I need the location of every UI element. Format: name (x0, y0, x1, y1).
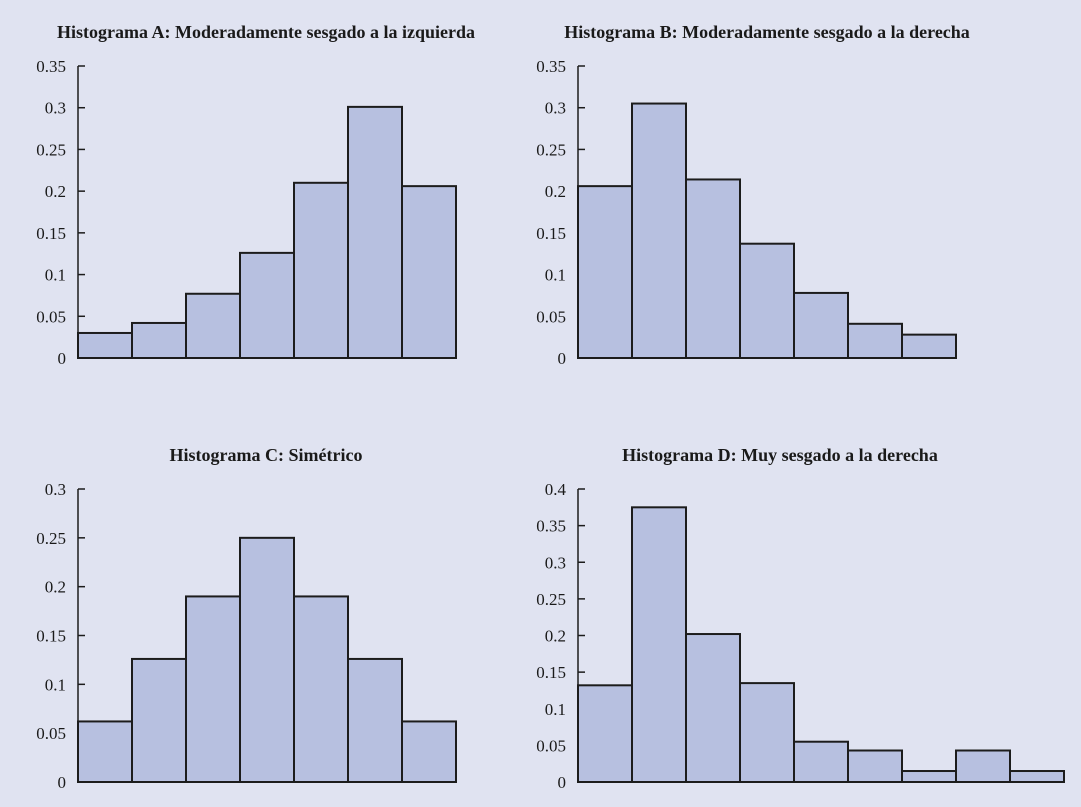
histogram-d-tick-label: 0.2 (545, 627, 566, 646)
histogram-b-bar (847, 322, 903, 359)
histogram-d-bar (901, 770, 957, 784)
histogram-b-bar (631, 102, 687, 359)
histogram-d-bar (685, 633, 741, 783)
histogram-b-tick-label: 0.15 (536, 224, 566, 243)
histogram-b-tick-label: 0 (558, 349, 567, 368)
histogram-b-tick-label: 0.2 (545, 182, 566, 201)
histogram-d-bar (847, 749, 903, 784)
histogram-b-bar (901, 333, 957, 360)
histogram-d-tick-label: 0.15 (536, 663, 566, 682)
histogram-a-tick-label: 0.15 (36, 224, 66, 243)
histogram-c-tick-label: 0.3 (45, 480, 66, 499)
histogram-b-bar (577, 185, 633, 359)
histogram-d-tick-label: 0.3 (545, 553, 566, 572)
histogram-c-tick-label: 0.15 (36, 627, 66, 646)
histogram-a-bar (347, 105, 403, 359)
histogram-a-tick-label: 0.35 (36, 57, 66, 76)
histogram-d-bar (793, 740, 849, 783)
histogram-d-tick-label: 0.25 (536, 590, 566, 609)
histogram-a-bar (239, 251, 295, 360)
histogram-a-bar (131, 321, 187, 359)
histogram-c-tick-label: 0.25 (36, 529, 66, 548)
histogram-a-tick-label: 0.05 (36, 307, 66, 326)
histogram-a-bar (185, 292, 241, 360)
histogram-d-tick-label: 0.4 (545, 480, 567, 499)
histogram-a-tick-label: 0.3 (45, 99, 66, 118)
histogram-b-tick-label: 0.1 (545, 266, 566, 285)
histogram-c-tick-label: 0.2 (45, 578, 66, 597)
histogram-a-title: Histograma A: Moderadamente sesgado a la… (57, 22, 475, 42)
histogram-d-tick-label: 0 (558, 773, 567, 792)
histogram-d-bar (631, 506, 687, 783)
histogram-b-panel: Histograma B: Moderadamente sesgado a la… (536, 22, 970, 368)
histogram-d-tick-label: 0.05 (536, 736, 566, 755)
histogram-b-title: Histograma B: Moderadamente sesgado a la… (564, 22, 970, 42)
histogram-c-bar (185, 595, 241, 783)
histogram-a-bar (401, 185, 457, 359)
histogram-a-tick-label: 0 (58, 349, 67, 368)
histogram-c-tick-label: 0.1 (45, 675, 66, 694)
histogram-d-title: Histograma D: Muy sesgado a la derecha (622, 445, 938, 465)
histogram-b-bar (739, 242, 795, 359)
histogram-d-tick-label: 0.35 (536, 517, 566, 536)
histogram-c-bar (347, 657, 403, 783)
histogram-c-bar (239, 536, 295, 784)
histogram-c-bar (401, 720, 457, 783)
histogram-d-bar (739, 682, 795, 783)
histogram-c-bar (77, 720, 133, 783)
histogram-b-tick-label: 0.05 (536, 307, 566, 326)
histogram-c-bar (293, 595, 349, 783)
histogram-a-bar (293, 181, 349, 359)
histogram-b-tick-label: 0.3 (545, 99, 566, 118)
histogram-b-bar (793, 291, 849, 360)
histogram-c-bar (131, 657, 187, 783)
histogram-c-tick-label: 0 (58, 773, 67, 792)
histogram-a-tick-label: 0.2 (45, 182, 66, 201)
histogram-a-bar (77, 331, 133, 360)
histogram-d-tick-label: 0.1 (545, 700, 566, 719)
histogram-b-tick-label: 0.25 (536, 140, 566, 159)
histogram-d-bar (955, 749, 1011, 784)
histogram-c-panel: Histograma C: Simétrico 0 0.05 0.1 0.15 0.2 0.… (36, 445, 457, 792)
histogram-a-tick-label: 0.25 (36, 140, 66, 159)
histogram-d-bar (577, 684, 633, 783)
histogram-d-bar (1009, 770, 1065, 784)
histogram-b-bar (685, 178, 741, 359)
histogram-a-tick-label: 0.1 (45, 266, 66, 285)
histogram-b-tick-label: 0.35 (536, 57, 566, 76)
histogram-c-tick-label: 0.05 (36, 724, 66, 743)
histogram-c-title: Histograma C: Simétrico (170, 445, 363, 465)
histogram-a-panel: Histograma A: Moderadamente sesgado a la… (36, 22, 475, 368)
histogram-d-panel: Histograma D: Muy sesgado a la derecha 0 0… (536, 445, 1065, 792)
